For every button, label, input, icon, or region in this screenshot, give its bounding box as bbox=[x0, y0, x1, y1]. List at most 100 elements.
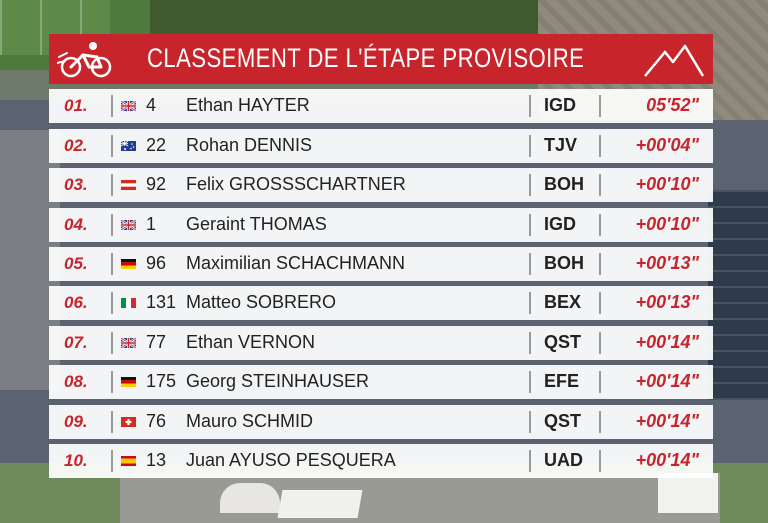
ranking-row: 06. 131 Matteo SOBRERO BEX +00'13" bbox=[49, 286, 713, 321]
rider-number: 96 bbox=[146, 252, 167, 273]
time-gap: +00'14" bbox=[635, 371, 699, 392]
rank-position: 06. bbox=[64, 293, 88, 313]
divider bbox=[111, 213, 113, 236]
divider bbox=[111, 134, 113, 157]
divider bbox=[529, 331, 531, 354]
time-gap: +00'14" bbox=[635, 449, 699, 470]
rider-number: 1 bbox=[146, 213, 157, 234]
gb-flag-icon bbox=[121, 101, 136, 112]
rider-name: Maximilian SCHACHMANN bbox=[186, 252, 406, 273]
ranking-row: 03. 92 Felix GROSSSCHARTNER BOH +00'10" bbox=[49, 168, 713, 203]
divider bbox=[599, 174, 601, 197]
team-code: EFE bbox=[544, 371, 580, 392]
rider-name: Matteo SOBRERO bbox=[186, 292, 337, 313]
de-flag-icon bbox=[121, 377, 136, 388]
divider bbox=[111, 95, 113, 118]
ranking-row: 04. 1 Geraint THOMAS IGD +00'10" bbox=[49, 207, 713, 242]
de-flag-icon bbox=[121, 258, 136, 269]
team-code: IGD bbox=[544, 213, 577, 234]
team-code: BOH bbox=[544, 252, 584, 273]
time-gap: 05'52" bbox=[646, 95, 699, 116]
rank-position: 01. bbox=[64, 96, 88, 116]
rider-name: Geraint THOMAS bbox=[186, 213, 327, 234]
team-code: IGD bbox=[544, 95, 577, 116]
divider bbox=[529, 410, 531, 433]
divider bbox=[111, 449, 113, 472]
rider-number: 13 bbox=[146, 449, 167, 470]
team-code: UAD bbox=[544, 449, 583, 470]
rank-position: 05. bbox=[64, 253, 88, 273]
divider bbox=[529, 371, 531, 394]
divider bbox=[599, 371, 601, 394]
divider bbox=[111, 174, 113, 197]
ranking-row: 05. 96 Maximilian SCHACHMANN BOH +00'13" bbox=[49, 246, 713, 281]
divider bbox=[529, 95, 531, 118]
au-flag-icon bbox=[121, 140, 136, 151]
rider-name: Ethan HAYTER bbox=[186, 95, 310, 116]
time-gap: +00'14" bbox=[635, 331, 699, 352]
stage-classification-board: CLASSEMENT DE L'ÉTAPE PROVISOIRE 01. 4 Eth… bbox=[49, 34, 713, 478]
rank-position: 02. bbox=[64, 135, 88, 155]
ranking-list: 01. 4 Ethan HAYTER IGD 05'52" 02. 22 Rohan DENN… bbox=[49, 89, 713, 478]
team-code: TJV bbox=[544, 134, 578, 155]
divider bbox=[111, 292, 113, 315]
time-gap: +00'10" bbox=[635, 213, 699, 234]
team-code: BOH bbox=[544, 174, 584, 195]
time-gap: +00'10" bbox=[635, 174, 699, 195]
team-code: QST bbox=[544, 410, 582, 431]
rider-name: Mauro SCHMID bbox=[186, 410, 314, 431]
rank-position: 10. bbox=[64, 450, 88, 470]
rider-number: 22 bbox=[146, 134, 167, 155]
divider bbox=[529, 174, 531, 197]
ranking-row: 10. 13 Juan AYUSO PESQUERA UAD +00'14" bbox=[49, 443, 713, 478]
time-gap: +00'13" bbox=[635, 252, 699, 273]
rider-number: 76 bbox=[146, 410, 167, 431]
it-flag-icon bbox=[121, 298, 136, 309]
rank-position: 04. bbox=[64, 214, 88, 234]
ranking-row: 08. 175 Georg STEINHAUSER EFE +00'14" bbox=[49, 365, 713, 400]
divider bbox=[529, 213, 531, 236]
divider bbox=[599, 213, 601, 236]
divider bbox=[111, 252, 113, 275]
divider bbox=[111, 410, 113, 433]
es-flag-icon bbox=[121, 455, 136, 466]
gb-flag-icon bbox=[121, 219, 136, 230]
board-title: CLASSEMENT DE L'ÉTAPE PROVISOIRE bbox=[147, 43, 585, 73]
divider bbox=[599, 134, 601, 157]
rider-name: Georg STEINHAUSER bbox=[186, 371, 370, 392]
rider-name: Juan AYUSO PESQUERA bbox=[186, 449, 396, 470]
rank-position: 03. bbox=[64, 175, 88, 195]
ranking-row: 02. 22 Rohan DENNIS TJV +00'04" bbox=[49, 128, 713, 163]
rider-number: 131 bbox=[146, 292, 177, 313]
divider bbox=[529, 292, 531, 315]
time-gap: +00'14" bbox=[635, 410, 699, 431]
rider-name: Rohan DENNIS bbox=[186, 134, 313, 155]
divider bbox=[599, 292, 601, 315]
rider-number: 175 bbox=[146, 371, 177, 392]
team-code: BEX bbox=[544, 292, 582, 313]
rank-position: 08. bbox=[64, 372, 88, 392]
mountain-icon bbox=[644, 44, 705, 77]
ch-flag-icon bbox=[121, 416, 136, 427]
rider-number: 92 bbox=[146, 174, 167, 195]
rider-number: 77 bbox=[146, 331, 167, 352]
time-gap: +00'04" bbox=[635, 134, 699, 155]
time-gap: +00'13" bbox=[635, 292, 699, 313]
divider bbox=[599, 95, 601, 118]
divider bbox=[529, 252, 531, 275]
at-flag-icon bbox=[121, 180, 136, 191]
divider bbox=[111, 331, 113, 354]
divider bbox=[599, 449, 601, 472]
divider bbox=[599, 252, 601, 275]
gb-flag-icon bbox=[121, 337, 136, 348]
rank-position: 09. bbox=[64, 411, 88, 431]
ranking-row: 07. 77 Ethan VERNON QST +00'14" bbox=[49, 325, 713, 360]
divider bbox=[111, 371, 113, 394]
ranking-row: 01. 4 Ethan HAYTER IGD 05'52" bbox=[49, 89, 713, 124]
cyclist-icon bbox=[57, 42, 112, 78]
divider bbox=[599, 410, 601, 433]
rider-name: Ethan VERNON bbox=[186, 331, 316, 352]
team-code: QST bbox=[544, 331, 582, 352]
rider-number: 4 bbox=[146, 95, 157, 116]
divider bbox=[529, 449, 531, 472]
